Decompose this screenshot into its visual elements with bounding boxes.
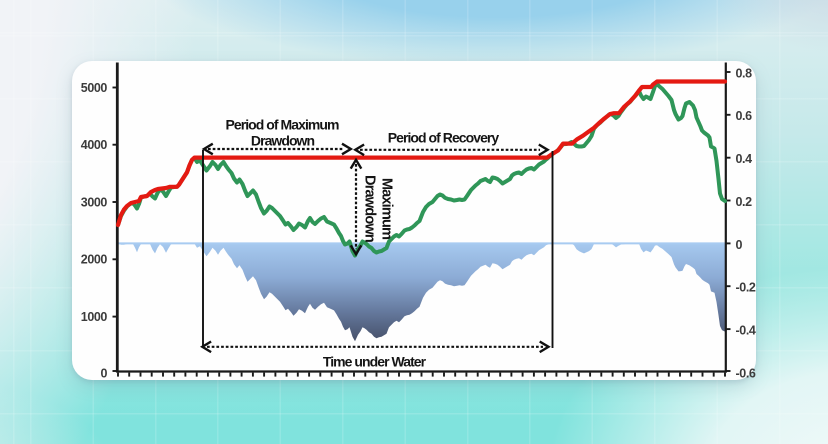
svg-text:0.6: 0.6 bbox=[736, 109, 753, 123]
svg-text:1000: 1000 bbox=[81, 310, 108, 324]
svg-text:-0.2: -0.2 bbox=[736, 281, 756, 295]
svg-text:3000: 3000 bbox=[81, 195, 108, 209]
svg-text:Time under Water: Time under Water bbox=[323, 354, 427, 370]
svg-text:Drawdown: Drawdown bbox=[362, 175, 378, 243]
svg-text:0.8: 0.8 bbox=[736, 66, 753, 80]
svg-text:-0.6: -0.6 bbox=[736, 366, 756, 380]
svg-text:2000: 2000 bbox=[81, 253, 108, 267]
svg-text:Period of Maximum: Period of Maximum bbox=[226, 117, 339, 133]
svg-text:0: 0 bbox=[736, 238, 743, 252]
svg-text:Maximum: Maximum bbox=[379, 178, 395, 240]
svg-text:Period of Recovery: Period of Recovery bbox=[388, 130, 500, 146]
svg-text:0.2: 0.2 bbox=[736, 195, 753, 209]
svg-text:-0.4: -0.4 bbox=[736, 324, 756, 338]
svg-text:0.4: 0.4 bbox=[736, 152, 753, 166]
svg-text:0: 0 bbox=[100, 367, 107, 381]
svg-text:4000: 4000 bbox=[81, 138, 108, 152]
svg-text:Drawdown: Drawdown bbox=[251, 133, 315, 149]
svg-text:5000: 5000 bbox=[81, 81, 108, 95]
